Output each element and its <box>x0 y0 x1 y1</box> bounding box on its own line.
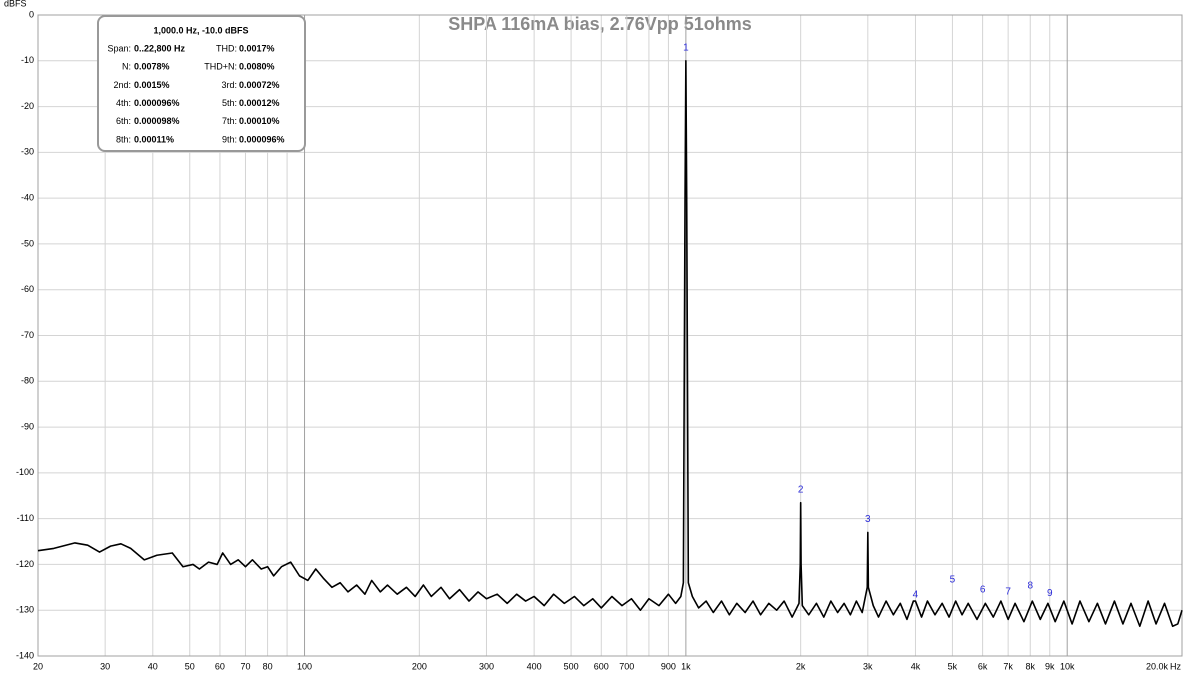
y-tick-label: -120 <box>16 559 34 569</box>
info-value: 0.000096% <box>239 134 285 144</box>
info-key: 7th: <box>222 116 237 126</box>
y-tick-label: -80 <box>21 376 34 386</box>
plot-frame <box>37 14 1183 657</box>
x-tick-label: 20.0k <box>1146 661 1169 671</box>
info-key: 5th: <box>222 98 237 108</box>
x-tick-label: 9k <box>1045 661 1055 671</box>
info-key: 8th: <box>116 134 131 144</box>
info-title: 1,000.0 Hz, -10.0 dBFS <box>153 25 248 35</box>
info-key: 2nd: <box>113 80 131 90</box>
x-tick-label: 400 <box>527 661 542 671</box>
x-tick-label: 300 <box>479 661 494 671</box>
x-tick-label: 20 <box>33 661 43 671</box>
harmonic-label: 8 <box>1027 580 1033 591</box>
x-tick-label: 40 <box>148 661 158 671</box>
info-value: 0.00072% <box>239 80 280 90</box>
harmonic-label: 9 <box>1047 588 1053 599</box>
info-value: 0.00010% <box>239 116 280 126</box>
info-value: 0.00012% <box>239 98 280 108</box>
info-key: 6th: <box>116 116 131 126</box>
y-tick-label: -60 <box>21 284 34 294</box>
x-tick-label: 8k <box>1025 661 1035 671</box>
info-value: 0..22,800 Hz <box>134 43 186 53</box>
x-tick-label: 100 <box>297 661 312 671</box>
info-key: THD+N: <box>204 62 237 72</box>
y-tick-label: -90 <box>21 421 34 431</box>
info-value: 0.00011% <box>134 134 174 144</box>
x-tick-label: 2k <box>796 661 806 671</box>
info-box <box>97 15 306 152</box>
x-axis-label: Hz <box>1170 661 1181 671</box>
info-value: 0.0080% <box>239 62 275 72</box>
info-key: Span: <box>107 43 131 53</box>
y-axis-label: dBFS <box>4 0 27 8</box>
y-tick-label: -40 <box>21 193 34 203</box>
x-tick-label: 700 <box>619 661 634 671</box>
y-tick-label: -50 <box>21 238 34 248</box>
y-tick-label: -30 <box>21 147 34 157</box>
x-tick-label: 3k <box>863 661 873 671</box>
spectrum-line <box>37 59 1183 628</box>
y-tick-label: -100 <box>16 467 34 477</box>
x-tick-label: 80 <box>263 661 273 671</box>
harmonic-label: 4 <box>913 590 919 601</box>
info-value: 0.0078% <box>134 62 170 72</box>
x-tick-label: 10k <box>1060 661 1075 671</box>
x-tick-label: 5k <box>948 661 958 671</box>
x-tick-label: 70 <box>240 661 250 671</box>
y-tick-label: -10 <box>21 55 34 65</box>
x-tick-label: 6k <box>978 661 988 671</box>
harmonic-label: 7 <box>1005 586 1011 597</box>
y-tick-label: 0 <box>29 9 34 19</box>
x-tick-label: 60 <box>215 661 225 671</box>
info-key: 4th: <box>116 98 131 108</box>
x-tick-label: 900 <box>661 661 676 671</box>
x-tick-label: 1k <box>681 661 691 671</box>
info-value: 0.000098% <box>134 116 180 126</box>
info-key: THD: <box>216 43 237 53</box>
info-value: 0.0017% <box>239 43 275 53</box>
x-tick-label: 500 <box>564 661 579 671</box>
chart-title: SHPA 116mA bias, 2.76Vpp 51ohms <box>448 14 751 34</box>
info-key: N: <box>122 62 131 72</box>
info-key: 3rd: <box>221 80 237 90</box>
x-tick-label: 30 <box>100 661 110 671</box>
info-key: 9th: <box>222 134 237 144</box>
harmonic-label: 5 <box>950 574 956 585</box>
x-tick-label: 50 <box>185 661 195 671</box>
harmonic-label: 6 <box>980 585 986 596</box>
y-tick-label: -20 <box>21 101 34 111</box>
y-tick-label: -110 <box>17 513 34 523</box>
harmonic-label: 3 <box>865 514 871 525</box>
x-tick-label: 7k <box>1003 661 1013 671</box>
info-value: 0.0015% <box>134 80 170 90</box>
y-tick-label: -130 <box>16 605 34 615</box>
x-tick-label: 200 <box>412 661 427 671</box>
harmonic-label: 1 <box>683 42 689 53</box>
harmonic-label: 2 <box>798 484 804 495</box>
y-tick-label: -70 <box>21 330 34 340</box>
y-tick-label: -140 <box>16 650 34 660</box>
x-tick-label: 600 <box>594 661 609 671</box>
info-value: 0.000096% <box>134 98 180 108</box>
x-tick-label: 4k <box>911 661 921 671</box>
